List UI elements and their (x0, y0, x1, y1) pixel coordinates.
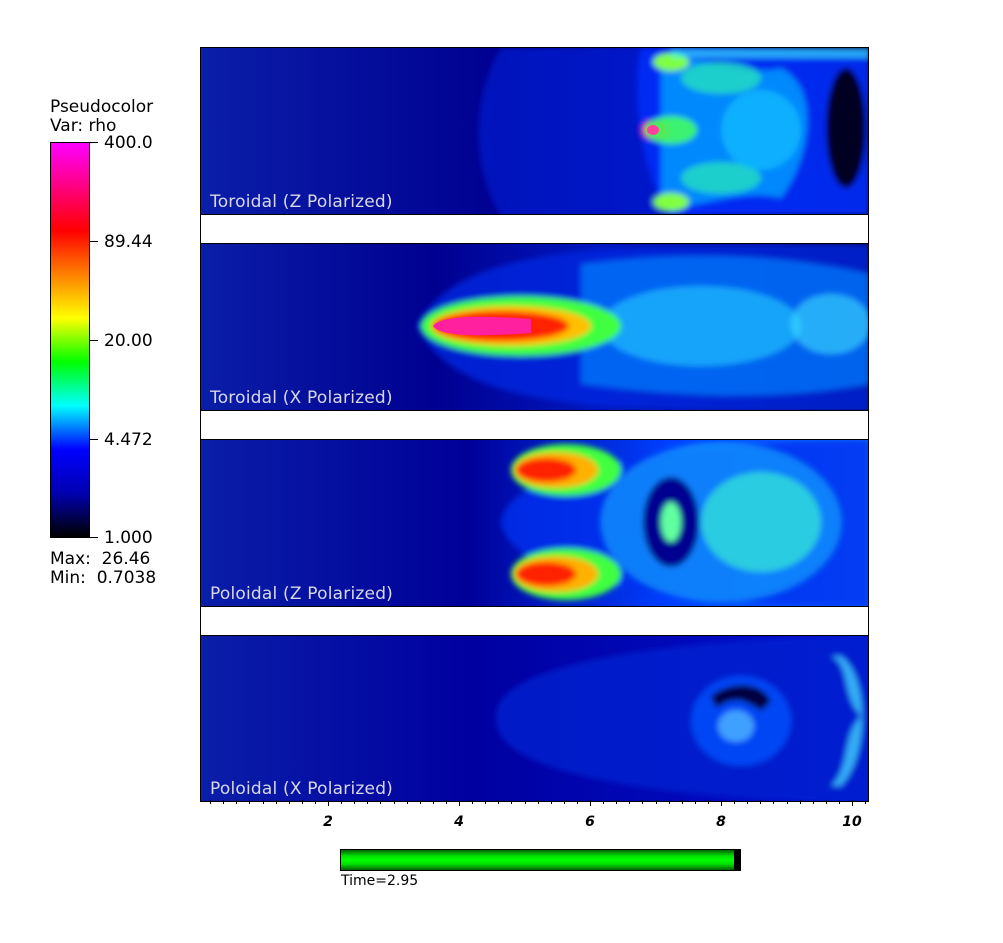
time-label: Time=2.95 (341, 873, 419, 889)
colorbar-gradient (50, 142, 90, 538)
x-axis-tick (432, 800, 434, 804)
panel-poloidal-x-field (201, 636, 868, 801)
x-axis-tick (406, 800, 408, 804)
x-axis-tick (812, 800, 814, 804)
x-axis-tick (498, 800, 500, 804)
x-axis-tick (210, 800, 212, 804)
x-axis-tick (786, 800, 788, 804)
x-axis-tick (354, 800, 356, 804)
x-axis-tick (865, 800, 867, 804)
time-progress-fill (341, 850, 734, 870)
x-axis-tick (262, 800, 264, 804)
x-axis-tick (314, 800, 316, 804)
x-axis-tick (537, 800, 539, 804)
x-axis-tick (707, 800, 709, 804)
x-axis-tick (249, 800, 251, 804)
x-axis-tick-label: 6 (585, 814, 595, 830)
x-axis-tick (419, 800, 421, 804)
colorbar-tick-mark (90, 142, 98, 143)
x-axis-tick (550, 800, 552, 804)
max-value: Max: 26.46 (50, 549, 151, 569)
x-axis-tick (445, 800, 447, 804)
x-axis-tick (288, 800, 290, 804)
x-axis-tick (472, 800, 474, 804)
panel-toroidal-z-field (201, 48, 868, 214)
panel-label: Poloidal (X Polarized) (210, 779, 394, 799)
panel-label: Toroidal (Z Polarized) (210, 192, 393, 212)
x-axis-tick (655, 800, 657, 804)
x-axis-tick (524, 800, 526, 804)
panel-poloidal-z: Poloidal (Z Polarized) (200, 439, 869, 607)
x-axis-tick (799, 800, 801, 804)
x-axis-tick (223, 800, 225, 804)
panel-poloidal-z-field (201, 440, 868, 606)
x-axis-tick (838, 800, 840, 804)
colorbar-legend: Pseudocolor Var: rho 400.0 89.44 20.00 4… (0, 0, 200, 600)
x-axis-tick (721, 800, 722, 806)
x-axis-tick (852, 800, 853, 806)
panel-poloidal-x: Poloidal (X Polarized) (200, 635, 869, 802)
x-axis-tick (236, 800, 238, 804)
colorbar-tick-mark (90, 340, 98, 341)
x-axis: 2 4 6 8 10 (200, 800, 869, 840)
x-axis-tick (629, 800, 631, 804)
x-axis-tick (459, 800, 460, 806)
colorbar-tick-mark (90, 537, 98, 538)
x-axis-tick (380, 800, 382, 804)
x-axis-tick (590, 800, 591, 806)
x-axis-tick (642, 800, 644, 804)
x-axis-tick (773, 800, 775, 804)
x-axis-tick (825, 800, 827, 804)
colorbar-tick-label: 89.44 (104, 232, 153, 252)
x-axis-tick-label: 10 (842, 814, 862, 830)
x-axis-tick (616, 800, 618, 804)
x-axis-tick (367, 800, 369, 804)
colorbar-tick-label: 4.472 (104, 430, 153, 450)
panel-label: Poloidal (Z Polarized) (210, 584, 394, 604)
x-axis-tick (747, 800, 749, 804)
colorbar-tick-mark (90, 241, 98, 242)
x-axis-tick (681, 800, 683, 804)
panel-toroidal-z: Toroidal (Z Polarized) (200, 47, 869, 215)
panel-label: Toroidal (X Polarized) (210, 388, 393, 408)
min-value: Min: 0.7038 (50, 568, 157, 588)
x-axis-tick (328, 800, 329, 806)
x-axis-tick (668, 800, 670, 804)
time-progress-bar (340, 849, 741, 871)
x-axis-tick-label: 2 (323, 814, 333, 830)
x-axis-tick (301, 800, 303, 804)
legend-title: Pseudocolor (50, 97, 154, 117)
x-axis-tick (734, 800, 736, 804)
colorbar-tick-label: 1.000 (104, 528, 153, 548)
legend-variable: Var: rho (50, 116, 117, 136)
x-axis-tick (603, 800, 605, 804)
colorbar-tick-label: 400.0 (104, 133, 153, 153)
colorbar-tick-mark (90, 439, 98, 440)
x-axis-tick (511, 800, 513, 804)
x-axis-tick-label: 8 (716, 814, 726, 830)
x-axis-tick (393, 800, 395, 804)
x-axis-tick (341, 800, 343, 804)
x-axis-tick (485, 800, 487, 804)
x-axis-tick (576, 800, 578, 804)
x-axis-tick (760, 800, 762, 804)
x-axis-tick (563, 800, 565, 804)
panel-toroidal-x-field (201, 244, 868, 410)
x-axis-tick (694, 800, 696, 804)
panel-toroidal-x: Toroidal (X Polarized) (200, 243, 869, 411)
x-axis-tick (275, 800, 277, 804)
x-axis-tick-label: 4 (454, 814, 464, 830)
colorbar-tick-label: 20.00 (104, 331, 153, 351)
